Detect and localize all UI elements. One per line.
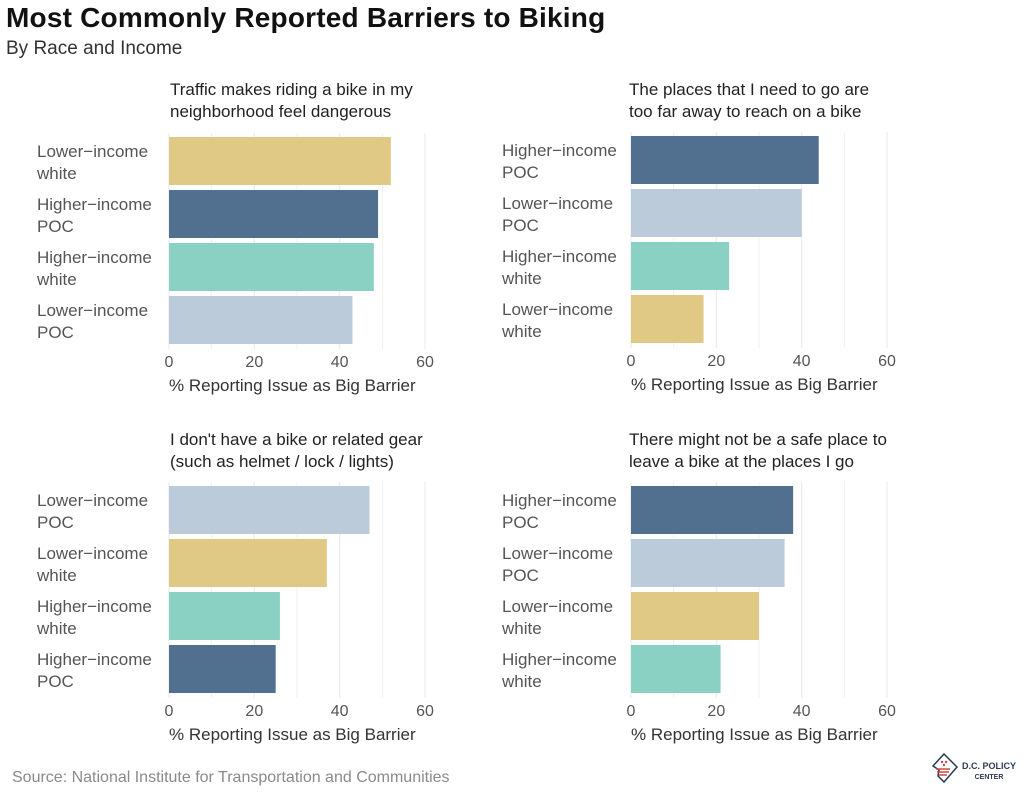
category-label: POC <box>502 513 539 532</box>
bar <box>631 539 785 587</box>
source-note: Source: National Institute for Transport… <box>12 769 450 786</box>
x-tick-label: 0 <box>627 353 636 370</box>
category-label: POC <box>37 672 74 691</box>
category-label: white <box>36 566 77 585</box>
category-label: POC <box>502 566 539 585</box>
category-label: Lower−income <box>502 544 613 563</box>
chart-title: Most Commonly Reported Barriers to Bikin… <box>6 2 606 33</box>
category-label: white <box>501 619 542 638</box>
category-label: Higher−income <box>502 491 617 510</box>
category-label: Higher−income <box>37 597 152 616</box>
category-label: POC <box>37 323 74 342</box>
panel-title-line: The places that I need to go are <box>629 80 869 99</box>
x-tick-label: 20 <box>245 354 263 371</box>
x-tick-label: 0 <box>165 354 174 371</box>
bar <box>631 242 730 290</box>
category-label: Higher−income <box>502 247 617 266</box>
x-tick-label: 0 <box>627 703 636 720</box>
category-label: white <box>36 164 77 183</box>
category-label: white <box>36 270 77 289</box>
chart-subtitle: By Race and Income <box>6 38 183 59</box>
panel-title-line: leave a bike at the places I go <box>629 452 854 471</box>
x-tick-label: 40 <box>793 353 811 370</box>
panel-title-line: too far away to reach on a bike <box>629 102 861 121</box>
bar <box>169 190 379 238</box>
category-label: Lower−income <box>502 194 613 213</box>
category-label: Lower−income <box>502 597 613 616</box>
dc-policy-center-logo: D.C. POLICY CENTER <box>930 752 1020 792</box>
category-label: white <box>501 269 542 288</box>
x-tick-label: 60 <box>416 703 434 720</box>
category-label: Higher−income <box>37 650 152 669</box>
category-label: Higher−income <box>37 248 152 267</box>
x-tick-label: 40 <box>793 703 811 720</box>
bar <box>631 645 721 693</box>
x-axis-label: % Reporting Issue as Big Barrier <box>169 725 416 744</box>
category-label: POC <box>37 513 74 532</box>
x-tick-label: 60 <box>878 703 896 720</box>
category-label: POC <box>502 216 539 235</box>
category-label: Lower−income <box>502 300 613 319</box>
x-tick-label: 20 <box>707 353 725 370</box>
category-label: white <box>501 322 542 341</box>
category-label: POC <box>37 217 74 236</box>
bar <box>169 539 327 587</box>
bar <box>631 486 794 534</box>
category-label: Lower−income <box>37 301 148 320</box>
category-label: Higher−income <box>37 195 152 214</box>
panel-title-line: (such as helmet / lock / lights) <box>170 452 394 471</box>
bar <box>169 296 353 344</box>
bar <box>631 136 819 184</box>
x-tick-label: 40 <box>331 354 349 371</box>
bar <box>631 295 704 343</box>
panel-title-line: neighborhood feel dangerous <box>170 102 391 121</box>
category-label: Higher−income <box>502 141 617 160</box>
category-label: Lower−income <box>37 491 148 510</box>
x-tick-label: 0 <box>165 703 174 720</box>
logo-line-2: CENTER <box>974 774 1004 781</box>
category-label: Lower−income <box>37 544 148 563</box>
panel-title-line: Traffic makes riding a bike in my <box>170 80 413 99</box>
bar <box>169 645 276 693</box>
category-label: Higher−income <box>502 650 617 669</box>
bar <box>169 592 280 640</box>
x-tick-label: 20 <box>245 703 263 720</box>
x-axis-label: % Reporting Issue as Big Barrier <box>631 375 878 394</box>
bar <box>631 592 759 640</box>
panel-title-line: I don't have a bike or related gear <box>170 430 423 449</box>
category-label: white <box>501 672 542 691</box>
dc-map-icon <box>931 752 959 784</box>
logo-line-1: D.C. POLICY <box>962 761 1017 771</box>
x-tick-label: 60 <box>878 353 896 370</box>
x-tick-label: 40 <box>331 703 349 720</box>
logo-text: D.C. POLICY CENTER <box>962 761 1016 783</box>
panel-title-line: There might not be a safe place to <box>629 430 887 449</box>
category-label: Lower−income <box>37 142 148 161</box>
x-tick-label: 20 <box>707 703 725 720</box>
bar <box>631 189 802 237</box>
bar <box>169 137 391 185</box>
bar <box>169 243 374 291</box>
x-axis-label: % Reporting Issue as Big Barrier <box>631 725 878 744</box>
bar <box>169 486 370 534</box>
x-axis-label: % Reporting Issue as Big Barrier <box>169 376 416 395</box>
category-label: POC <box>502 163 539 182</box>
x-tick-label: 60 <box>416 354 434 371</box>
category-label: white <box>36 619 77 638</box>
